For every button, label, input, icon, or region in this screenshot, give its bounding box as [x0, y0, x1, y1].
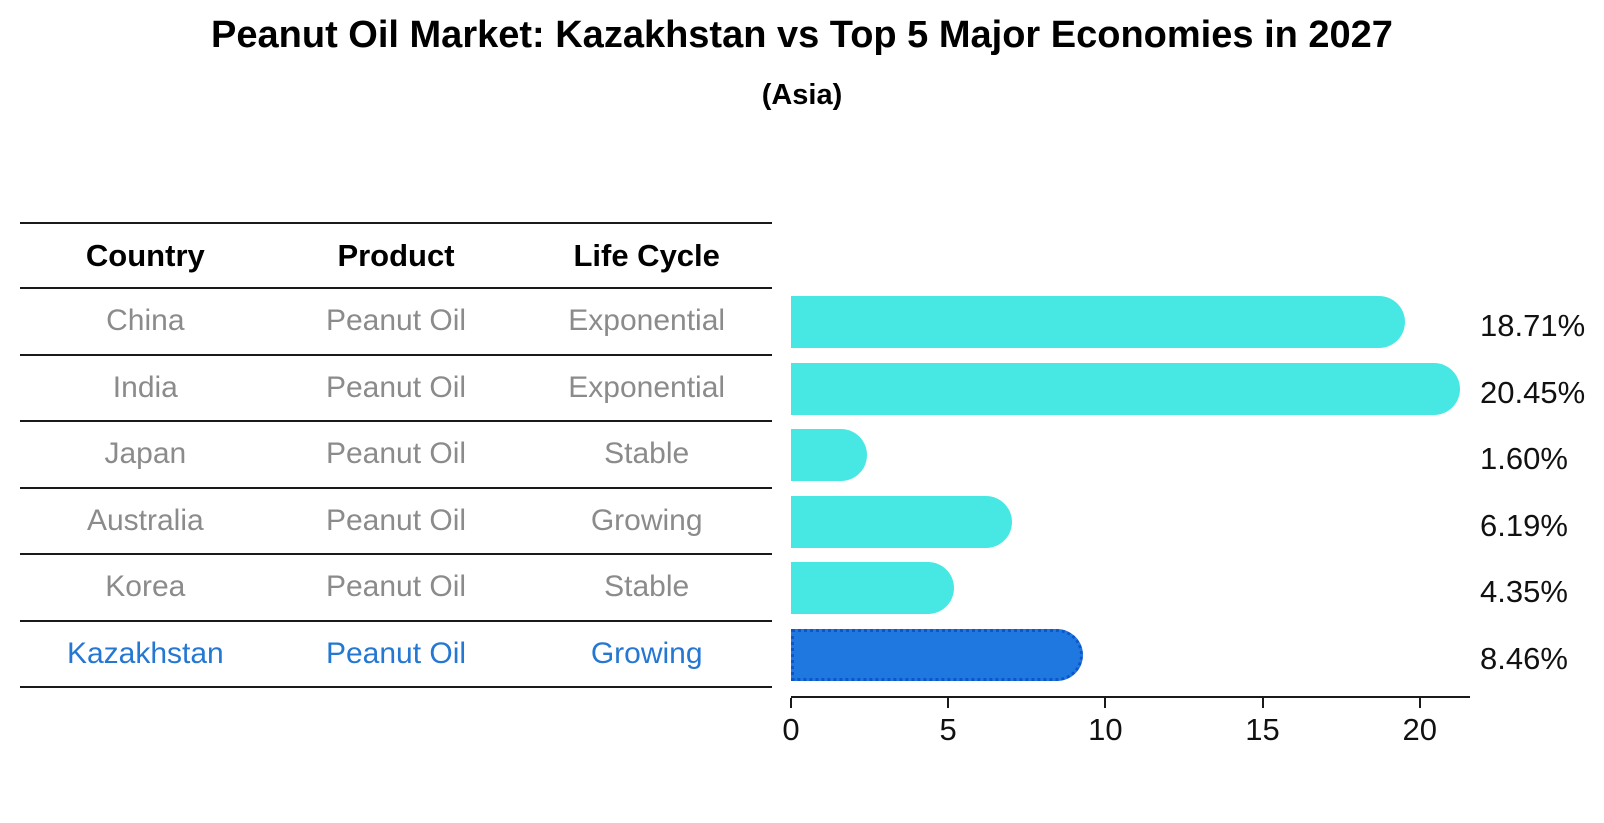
bar-india: [791, 363, 1460, 415]
cell-lifecycle: Growing: [590, 636, 703, 670]
cell-product: Peanut Oil: [325, 503, 467, 537]
table-row-japan: Japan Peanut Oil Stable: [20, 422, 772, 489]
column-header-product: Product: [337, 237, 455, 273]
cell-lifecycle: Exponential: [568, 304, 726, 338]
cell-lifecycle: Stable: [604, 437, 690, 471]
bar-japan: [791, 429, 868, 481]
table-row-china: China Peanut Oil Exponential: [20, 289, 772, 356]
bar-kazakhstan: [791, 629, 1083, 681]
cell-product: Peanut Oil: [325, 437, 467, 471]
x-tick-label: 0: [782, 712, 800, 747]
x-axis-line: [791, 696, 1470, 698]
value-label-japan: 1.60%: [1480, 441, 1568, 476]
cell-lifecycle: Stable: [604, 570, 690, 604]
cell-country: Australia: [86, 503, 204, 537]
cell-country: Japan: [104, 437, 187, 471]
cell-country: Kazakhstan: [66, 636, 224, 670]
value-label-kazakhstan: 8.46%: [1480, 641, 1568, 676]
table-header-row: Country Product Life Cycle: [20, 224, 772, 289]
cell-country: India: [112, 370, 178, 404]
cell-lifecycle: Growing: [590, 503, 703, 537]
column-header-lifecycle: Life Cycle: [573, 237, 720, 273]
column-header-country: Country: [85, 237, 205, 273]
tick-mark: [1261, 698, 1264, 708]
table-row-india: India Peanut Oil Exponential: [20, 356, 772, 422]
table-row-australia: Australia Peanut Oil Growing: [20, 489, 772, 555]
bar-australia: [791, 496, 1012, 548]
value-label-australia: 6.19%: [1480, 508, 1568, 543]
value-label-india: 20.45%: [1480, 375, 1586, 410]
x-tick-label: 10: [1088, 712, 1123, 747]
tick-mark: [947, 698, 950, 708]
x-tick-label: 20: [1402, 712, 1437, 747]
bar-korea: [791, 562, 954, 614]
tick-mark: [790, 698, 792, 708]
cell-product: Peanut Oil: [325, 304, 467, 338]
bar-china: [791, 296, 1406, 348]
table-row-korea: Korea Peanut Oil Stable: [20, 555, 772, 622]
chart-subtitle: (Asia): [761, 79, 843, 111]
tick-mark: [1104, 698, 1107, 708]
x-tick-label: 5: [939, 712, 957, 747]
country-table: Country Product Life Cycle China Peanut …: [20, 222, 772, 688]
value-label-china: 18.71%: [1480, 308, 1586, 343]
cell-lifecycle: Exponential: [568, 370, 726, 404]
cell-country: Korea: [105, 570, 186, 604]
tick-mark: [1418, 698, 1421, 708]
x-tick-label: 15: [1245, 712, 1280, 747]
cell-product: Peanut Oil: [325, 570, 467, 604]
chart-title: Peanut Oil Market: Kazakhstan vs Top 5 M…: [211, 14, 1393, 56]
bar-chart: 18.71% 20.45% 1.60% 6.19% 4.35% 8.46% 0 …: [782, 0, 1604, 823]
cell-product: Peanut Oil: [325, 636, 467, 670]
cell-country: China: [106, 304, 185, 338]
value-label-korea: 4.35%: [1480, 574, 1568, 609]
cell-product: Peanut Oil: [325, 370, 467, 404]
table-row-kazakhstan: Kazakhstan Peanut Oil Growing: [20, 622, 772, 688]
